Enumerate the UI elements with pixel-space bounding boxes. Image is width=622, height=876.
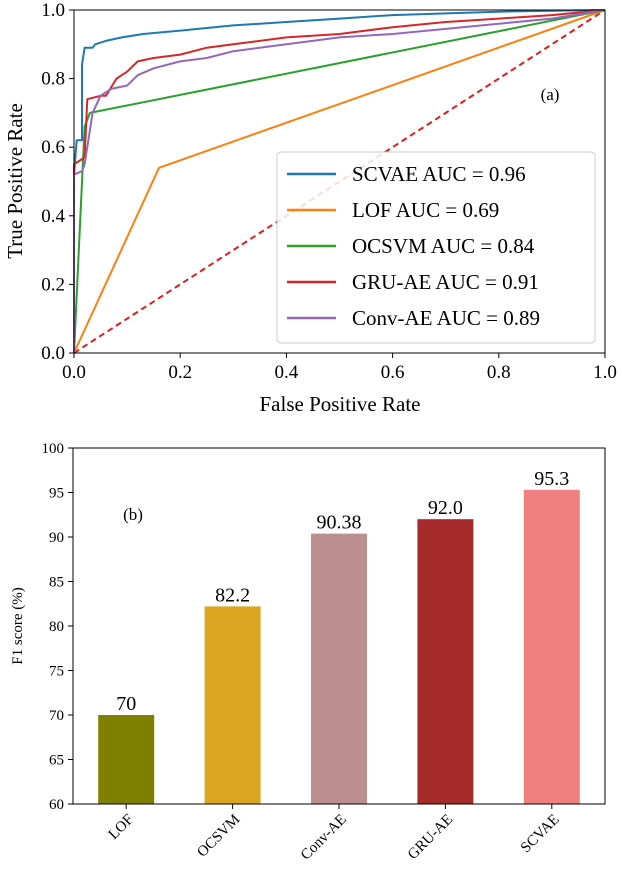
roc-plot-frame — [73, 9, 606, 354]
roc-y-ticks: 0.0 0.2 0.4 0.6 0.8 1.0 — [41, 0, 74, 364]
roc-legend-label-ocsvm: OCSVM AUC = 0.84 — [352, 234, 535, 258]
roc-x-tick-label: 0.0 — [62, 362, 86, 383]
f1-x-ticks: LOF OCSVM Conv-AE GRU-AE SCVAE — [106, 804, 563, 863]
f1-bars: 70 82.2 90.38 92.0 95.3 — [98, 468, 580, 804]
f1-y-ticks: 60 65 70 75 80 85 90 95 100 — [42, 441, 73, 813]
f1-bar-lof — [98, 715, 155, 804]
f1-y-tick-label: 90 — [49, 530, 64, 546]
f1-y-tick-label: 85 — [49, 575, 64, 591]
f1-value-label-conv-ae: 90.38 — [317, 512, 362, 534]
roc-legend-label-scvae: SCVAE AUC = 0.96 — [352, 162, 526, 186]
f1-value-label-scvae: 95.3 — [534, 468, 569, 490]
f1-bar-gru-ae — [417, 519, 474, 804]
roc-x-tick-label: 0.6 — [381, 362, 405, 383]
roc-y-tick-label: 0.2 — [41, 274, 65, 295]
f1-y-tick-label: 80 — [49, 619, 64, 635]
roc-chart: 0.0 0.2 0.4 0.6 0.8 1.0 0.0 0.2 0.4 0.6 0.8 1.0 Fa… — [3, 0, 617, 416]
roc-legend-label-conv-ae: Conv-AE AUC = 0.89 — [352, 306, 540, 330]
roc-y-tick-label: 0.0 — [41, 343, 65, 364]
roc-line-scvae — [73, 9, 606, 353]
f1-x-tick-label-lof: LOF — [106, 812, 137, 843]
f1-bar-scvae — [523, 489, 580, 804]
f1-y-tick-label: 60 — [49, 797, 64, 813]
f1-x-tick-label-ocsvm: OCSVM — [194, 812, 243, 861]
roc-panel-label: (a) — [541, 85, 560, 104]
roc-y-axis-title: True Positive Rate — [3, 103, 27, 259]
f1-value-label-ocsvm: 82.2 — [215, 584, 250, 606]
f1-y-tick-label: 75 — [49, 664, 64, 680]
roc-x-tick-label: 0.8 — [487, 362, 511, 383]
roc-legend-frame — [276, 151, 596, 344]
f1-x-tick-label-scvae: SCVAE — [518, 812, 563, 857]
roc-reference-diagonal-line — [73, 9, 606, 354]
roc-legend: SCVAE AUC = 0.96 LOF AUC = 0.69 OCSVM AUC … — [276, 151, 596, 344]
f1-y-axis-title: F1 score (%) — [10, 587, 26, 664]
roc-x-ticks: 0.0 0.2 0.4 0.6 0.8 1.0 — [62, 353, 617, 383]
f1-bar-conv-ae — [311, 533, 367, 804]
roc-line-gru-ae — [73, 9, 606, 353]
roc-x-axis-title: False Positive Rate — [260, 392, 421, 416]
roc-y-tick-label: 0.4 — [41, 206, 65, 227]
f1-value-label-gru-ae: 92.0 — [428, 497, 463, 519]
roc-x-tick-label: 1.0 — [593, 362, 617, 383]
f1-y-tick-label: 65 — [49, 753, 64, 769]
f1-value-label-lof: 70 — [116, 693, 136, 715]
f1-bar-ocsvm — [204, 606, 261, 804]
f1-panel-label: (b) — [123, 505, 143, 524]
roc-legend-label-lof: LOF AUC = 0.69 — [352, 198, 499, 222]
roc-line-conv-ae — [73, 9, 606, 353]
f1-y-tick-label: 95 — [49, 486, 64, 502]
roc-x-tick-label: 0.2 — [168, 362, 192, 383]
f1-x-tick-label-conv-ae: Conv-AE — [298, 812, 350, 864]
roc-legend-label-gru-ae: GRU-AE AUC = 0.91 — [352, 270, 539, 294]
roc-x-tick-label: 0.4 — [275, 362, 299, 383]
roc-line-lof — [73, 9, 606, 354]
roc-y-tick-label: 1.0 — [41, 0, 65, 21]
f1-x-tick-label-gru-ae: GRU-AE — [405, 812, 456, 863]
roc-curves — [73, 9, 606, 354]
f1-y-tick-label: 70 — [49, 708, 64, 724]
roc-y-tick-label: 0.8 — [41, 69, 65, 90]
roc-y-tick-label: 0.6 — [41, 137, 65, 158]
f1-y-tick-label: 100 — [42, 441, 65, 457]
